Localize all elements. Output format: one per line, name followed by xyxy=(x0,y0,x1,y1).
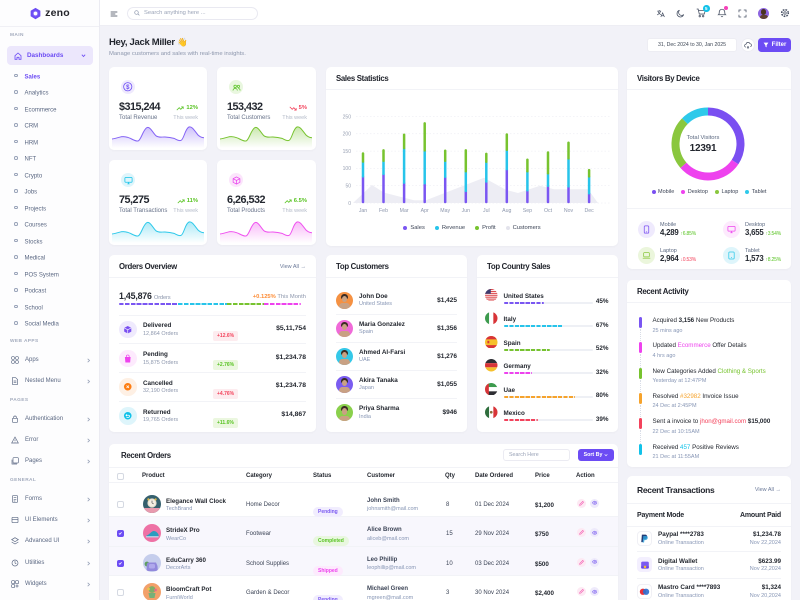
svg-text:0: 0 xyxy=(348,201,351,207)
svg-text:Nov: Nov xyxy=(564,208,574,214)
svg-text:Oct: Oct xyxy=(544,208,553,214)
svg-text:Aug: Aug xyxy=(502,208,511,214)
svg-text:100: 100 xyxy=(343,166,352,172)
svg-text:Jul: Jul xyxy=(483,208,490,214)
svg-text:250: 250 xyxy=(343,114,352,120)
svg-text:Jun: Jun xyxy=(462,208,470,214)
svg-text:Sep: Sep xyxy=(523,208,532,214)
svg-text:Dec: Dec xyxy=(584,208,594,214)
svg-text:Jan: Jan xyxy=(359,208,367,214)
svg-text:Feb: Feb xyxy=(379,208,388,214)
svg-text:50: 50 xyxy=(345,184,351,190)
svg-text:200: 200 xyxy=(343,132,352,138)
svg-text:150: 150 xyxy=(343,149,352,155)
svg-text:Apr: Apr xyxy=(421,208,429,214)
svg-text:$: $ xyxy=(126,85,130,91)
svg-text:May: May xyxy=(440,208,450,214)
svg-text:Mar: Mar xyxy=(400,208,409,214)
